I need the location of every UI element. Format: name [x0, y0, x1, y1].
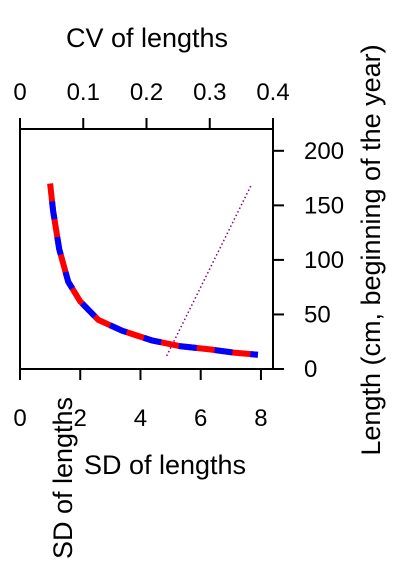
x-tick-label: 8 — [254, 405, 267, 432]
top-axis: 0 0.1 0.2 0.3 0.4 — [13, 79, 290, 129]
top-tick-label: 0.1 — [67, 79, 100, 106]
x-tick-label: 4 — [134, 405, 147, 432]
y-tick-label: 150 — [304, 192, 344, 219]
top-tick-label: 0.4 — [256, 79, 289, 106]
y-tick-label: 100 — [304, 247, 344, 274]
series-line-0 — [47, 183, 259, 358]
top-tick-label: 0.3 — [193, 79, 226, 106]
series-layer — [47, 183, 259, 358]
x-tick-label: 2 — [74, 405, 87, 432]
top-tick-label: 0 — [13, 79, 26, 106]
plot-frame — [19, 128, 274, 370]
top-axis-title: CV of lengths — [66, 23, 228, 53]
top-tick-label: 0.2 — [130, 79, 163, 106]
left-axis-title: SD of lengths — [48, 397, 78, 559]
x-tick-label: 0 — [13, 405, 26, 432]
y-tick-label: 200 — [304, 138, 344, 165]
bottom-axis-title: SD of lengths — [84, 450, 246, 480]
series-line-1 — [166, 185, 252, 357]
bottom-axis: 0 2 4 6 8 — [13, 369, 268, 432]
series-line-0-dash — [47, 183, 259, 358]
right-axis: 0 50 100 150 200 — [273, 138, 344, 383]
x-tick-label: 6 — [194, 405, 207, 432]
right-axis-title: Length (cm, beginning of the year) — [356, 44, 386, 455]
y-tick-label: 0 — [304, 356, 317, 383]
y-tick-label: 50 — [304, 301, 331, 328]
